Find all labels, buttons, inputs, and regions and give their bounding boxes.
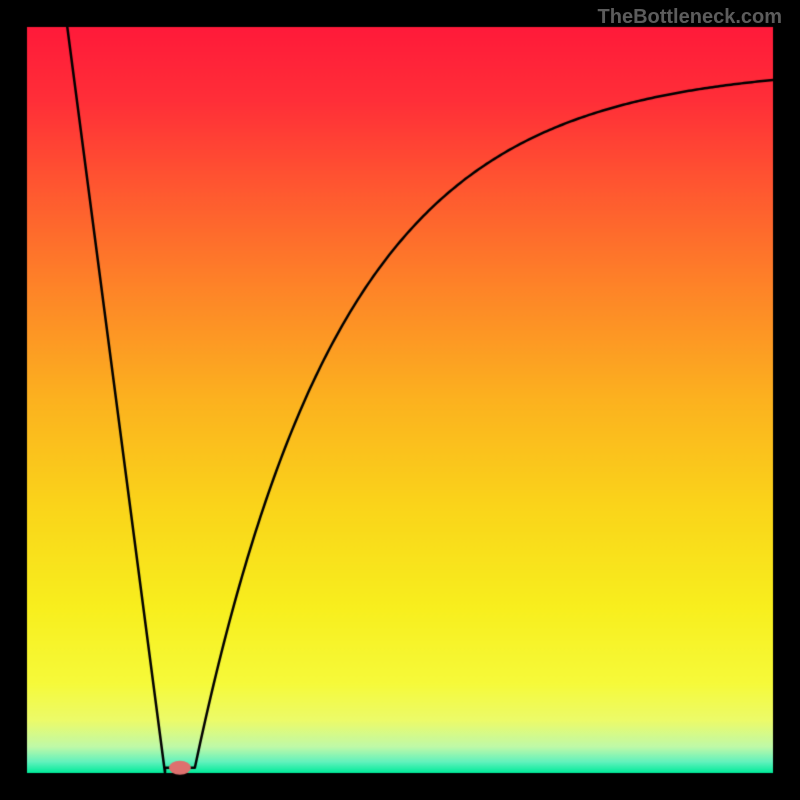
watermark-text: TheBottleneck.com (598, 6, 782, 29)
chart-container: TheBottleneck.com (0, 0, 800, 800)
bottleneck-curve-chart (0, 0, 800, 800)
